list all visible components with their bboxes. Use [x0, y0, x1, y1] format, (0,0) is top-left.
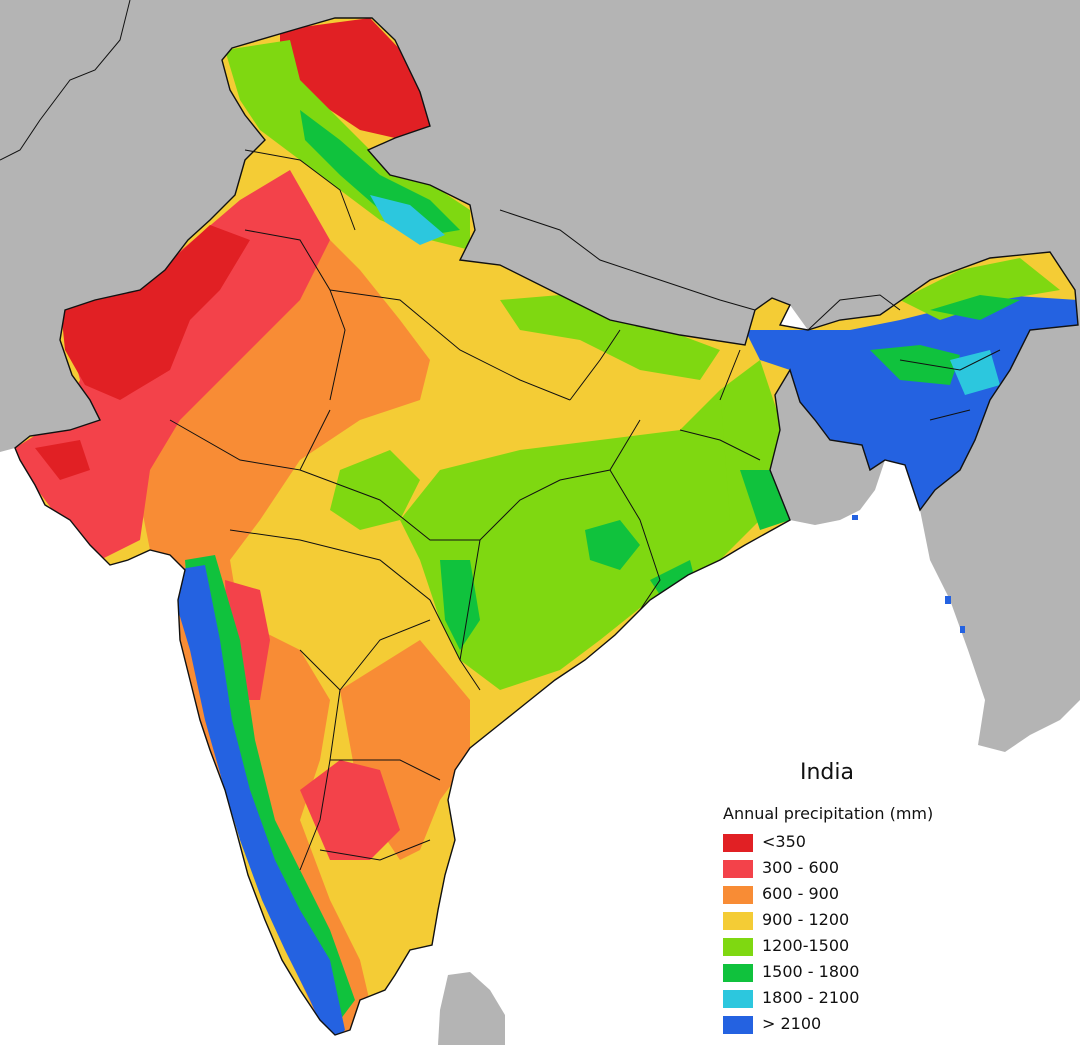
- legend-item: 1800 - 2100: [723, 988, 923, 1010]
- legend-swatch: [723, 964, 753, 982]
- legend-item: <350: [723, 832, 923, 854]
- legend-swatch: [723, 990, 753, 1008]
- legend-item: 1500 - 1800: [723, 962, 923, 984]
- legend-title: Annual precipitation (mm): [723, 804, 934, 823]
- legend-label: 900 - 1200: [762, 910, 850, 929]
- legend-label: <350: [762, 832, 806, 851]
- map-title: India: [800, 760, 854, 785]
- legend-swatch: [723, 834, 753, 852]
- legend-swatch: [723, 860, 753, 878]
- legend-label: > 2100: [762, 1014, 822, 1033]
- legend-item: 300 - 600: [723, 858, 923, 880]
- legend-label: 1500 - 1800: [762, 962, 860, 981]
- legend-swatch: [723, 938, 753, 956]
- legend-item: 900 - 1200: [723, 910, 923, 932]
- legend-swatch: [723, 912, 753, 930]
- legend-item: 1200-1500: [723, 936, 923, 958]
- legend-swatch: [723, 1016, 753, 1034]
- legend-item: 600 - 900: [723, 884, 923, 906]
- legend-label: 1200-1500: [762, 936, 850, 955]
- legend-swatch: [723, 886, 753, 904]
- legend-label: 300 - 600: [762, 858, 840, 877]
- legend-label: 600 - 900: [762, 884, 840, 903]
- legend-item: > 2100: [723, 1014, 923, 1036]
- legend-label: 1800 - 2100: [762, 988, 860, 1007]
